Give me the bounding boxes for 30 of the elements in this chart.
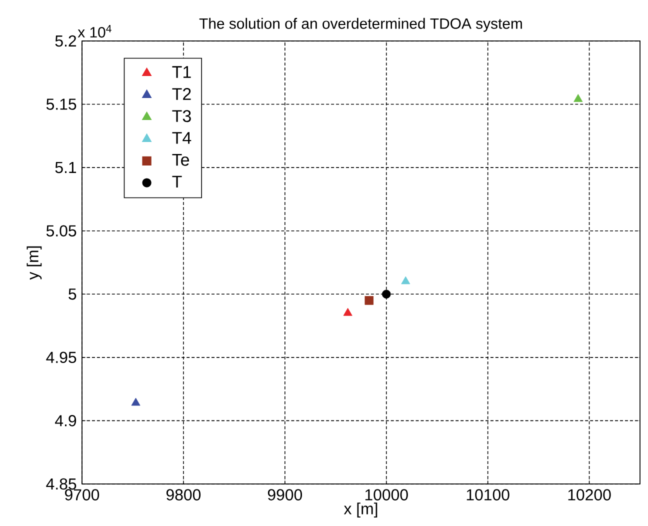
- x-tick-label: 9800: [166, 489, 201, 500]
- x-tick-label: 9700: [65, 489, 100, 500]
- x-tick-label: 9900: [268, 489, 302, 500]
- point: [364, 296, 374, 305]
- point: [131, 398, 140, 406]
- text: x 10$^{4}$: [78, 25, 112, 38]
- legend-label: T1: [172, 66, 191, 78]
- y-tick-label: 5.15: [46, 98, 76, 110]
- y-tick-label: 4.9: [55, 415, 76, 426]
- legend-label: T4: [172, 132, 192, 144]
- point: [382, 290, 391, 299]
- point: [401, 276, 410, 284]
- y-tick-label: 5: [68, 288, 76, 300]
- x-tick-label: 10200: [568, 489, 611, 500]
- y-tick-label: 5.05: [46, 225, 76, 236]
- x-tick-label: 10000: [365, 489, 408, 500]
- x-tick-label: 10100: [466, 489, 510, 500]
- chart-title: The solution of an overdetermined TDOA system: [199, 18, 522, 32]
- point: [574, 94, 583, 102]
- x-axis-title: x [m]: [344, 502, 378, 518]
- y-tick-label: 4.95: [46, 352, 76, 364]
- legend-label: T: [172, 176, 182, 188]
- legend-label: Te: [172, 154, 190, 166]
- y-tick-label: 4.85: [46, 478, 76, 490]
- legend-label: T2: [172, 88, 191, 100]
- point: [343, 308, 352, 316]
- y-axis-title: y [m]: [26, 246, 42, 280]
- legend-label: T3: [172, 110, 191, 122]
- y-tick-label: 5.1: [55, 162, 76, 174]
- y-tick-label: 5.2: [55, 35, 76, 47]
